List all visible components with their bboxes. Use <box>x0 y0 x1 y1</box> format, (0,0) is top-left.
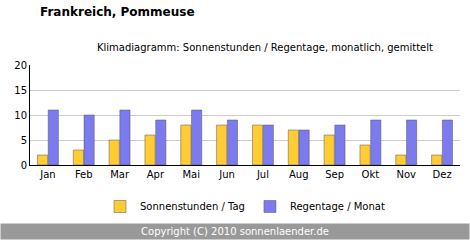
svg-text:Apr: Apr <box>147 169 165 180</box>
svg-text:Mai: Mai <box>182 169 200 180</box>
svg-text:Nov: Nov <box>396 169 416 180</box>
svg-text:Sep: Sep <box>325 169 344 180</box>
svg-text:5: 5 <box>21 135 27 146</box>
svg-text:20: 20 <box>14 60 27 71</box>
svg-text:Jul: Jul <box>256 169 269 180</box>
svg-text:Regentage / Monat: Regentage / Monat <box>290 201 385 212</box>
svg-text:Feb: Feb <box>75 169 93 180</box>
svg-text:Aug: Aug <box>289 169 309 180</box>
svg-text:Frankreich, Pommeuse: Frankreich, Pommeuse <box>40 5 195 19</box>
svg-text:Okt: Okt <box>362 169 380 180</box>
svg-text:Dez: Dez <box>433 169 452 180</box>
svg-text:Sonnenstunden / Tag: Sonnenstunden / Tag <box>140 201 245 212</box>
svg-text:Mar: Mar <box>110 169 130 180</box>
svg-text:Copyright (C) 2010 sonnenlaend: Copyright (C) 2010 sonnenlaender.de <box>141 226 329 237</box>
svg-text:0: 0 <box>21 160 27 171</box>
svg-text:Klimadiagramm: Sonnenstunden /: Klimadiagramm: Sonnenstunden / Regentage… <box>97 42 433 53</box>
svg-text:Jun: Jun <box>218 169 235 180</box>
svg-text:15: 15 <box>14 85 27 96</box>
svg-text:10: 10 <box>14 110 27 121</box>
svg-text:Jan: Jan <box>39 169 55 180</box>
